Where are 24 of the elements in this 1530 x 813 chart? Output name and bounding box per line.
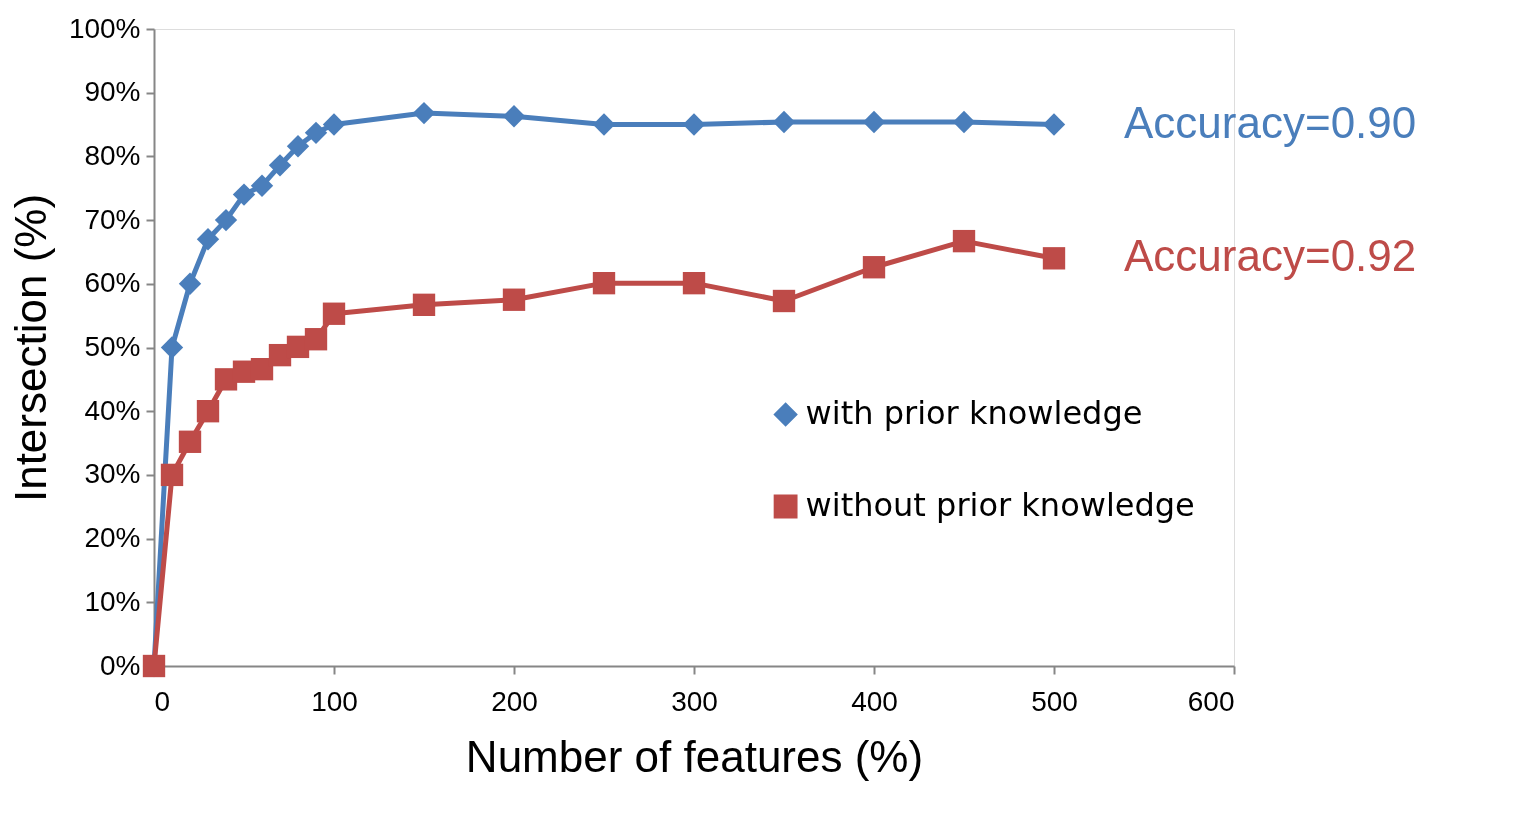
y-tick-label: 90% — [84, 76, 141, 108]
x-axis-title: Number of features (%) — [465, 731, 924, 781]
x-tick-label: 500 — [1031, 685, 1078, 717]
y-tick-label: 10% — [84, 585, 141, 617]
y-axis-title: Intersection (%) — [5, 193, 55, 503]
y-tick-label: 20% — [84, 522, 141, 554]
y-tick-label: 60% — [84, 267, 141, 299]
x-tick-label: 400 — [851, 685, 898, 717]
y-tick-label: 50% — [84, 331, 141, 362]
annotation: Accuracy=0.90 — [1124, 97, 1417, 147]
y-tick-label: 40% — [84, 394, 141, 426]
y-tick-label: 0% — [100, 649, 141, 681]
x-tick-label: 600 — [1187, 685, 1235, 717]
y-tick-label: 30% — [84, 458, 141, 490]
y-tick-label: 80% — [84, 139, 141, 171]
legend-label: without prior knowledge — [805, 486, 1195, 525]
legend-label: with prior knowledge — [805, 394, 1143, 433]
y-tick-label: 100% — [68, 12, 141, 44]
x-tick-label: 0 — [154, 685, 171, 717]
x-tick-label: 300 — [671, 685, 718, 717]
x-tick-label: 200 — [491, 685, 538, 717]
x-tick-label: 100 — [311, 685, 358, 717]
annotation: Accuracy=0.92 — [1124, 231, 1417, 281]
y-tick-label: 70% — [84, 203, 141, 235]
